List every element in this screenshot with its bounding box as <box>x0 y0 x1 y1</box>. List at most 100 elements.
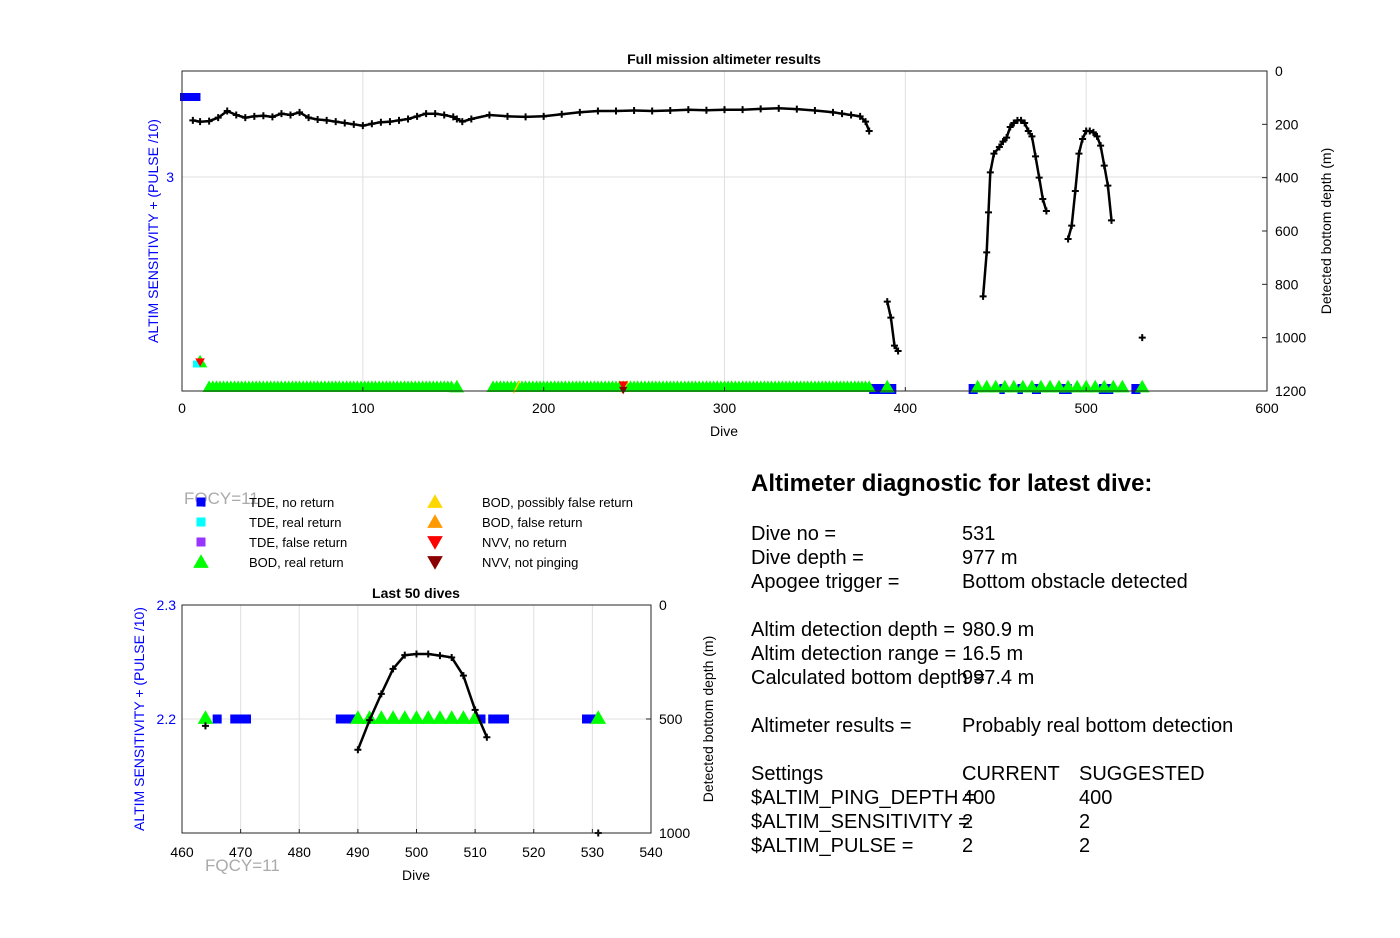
main-bod-real-return-marker <box>1069 379 1085 393</box>
main-bod-real-return-marker <box>979 379 994 393</box>
altim-detection-depth-value: 980.9 m <box>962 619 1035 641</box>
main-bottom-depth-point <box>1086 127 1094 135</box>
main-y2-tick-label: 400 <box>1275 170 1299 186</box>
main-bottom-depth-point <box>241 114 249 122</box>
main-bottom-depth-point <box>395 116 403 124</box>
main-bottom-depth-point <box>323 116 331 124</box>
main-bottom-depth-point <box>721 106 728 114</box>
main-x-tick-label: 500 <box>1074 400 1098 416</box>
legend-entry-label: TDE, false return <box>249 535 347 550</box>
settings-header-current: CURRENT <box>962 763 1060 785</box>
main-y2-ticks: 0 200 400 600 800 1000 1200 <box>1262 63 1306 399</box>
small-bod-real-return-marker <box>385 710 401 724</box>
small-tde-no-return-marker <box>236 714 246 724</box>
legend-entry-label: TDE, no return <box>249 495 334 510</box>
small-y-axis-label: ALTIM SENSITIVITY + (PULSE /10) <box>131 607 147 831</box>
small-bottom-depth-point <box>377 690 385 698</box>
small-tde-no-return-marker <box>347 714 357 724</box>
main-bottom-depth-point <box>1024 127 1032 135</box>
ping-depth-suggested: 400 <box>1079 787 1113 809</box>
legend-tde-no-return-icon <box>196 497 206 507</box>
main-bod-real-return-marker <box>1097 379 1112 393</box>
sensitivity-suggested: 2 <box>1079 811 1091 833</box>
ping-depth-current: 400 <box>962 787 996 809</box>
small-bod-real-return-marker <box>350 710 366 724</box>
small-y2-tick-label: 0 <box>659 597 667 613</box>
main-bottom-depth-point <box>856 112 864 120</box>
main-bottom-depth-point <box>594 107 602 115</box>
small-bottom-depth-point <box>201 722 209 730</box>
main-bottom-depth-point <box>979 292 987 300</box>
dive-depth-value: 977 m <box>962 547 1018 569</box>
small-y-tick-label: 2.3 <box>157 597 177 613</box>
main-bod-real-return-marker <box>1106 379 1121 393</box>
small-marks <box>197 650 607 837</box>
main-bottom-depth-point <box>1097 142 1105 150</box>
main-bottom-depth-point <box>890 342 898 350</box>
main-bottom-depth-line <box>981 119 1048 297</box>
main-bod-real-return-marker <box>1033 379 1049 393</box>
apogee-trigger-label: Apogee trigger = <box>751 571 900 593</box>
main-tde-real-return-marker <box>192 360 200 368</box>
small-chart: Last 50 dives 460 470 480 490 500 510 520 530 54… <box>131 585 716 883</box>
diagnostic-title: Altimeter diagnostic for latest dive: <box>751 470 1153 497</box>
main-bottom-depth-point <box>775 104 783 112</box>
main-bottom-depth-point <box>983 248 991 256</box>
settings-header-suggested: SUGGESTED <box>1079 763 1205 785</box>
main-bottom-depth-point <box>1035 174 1043 182</box>
main-bottom-depth-point <box>630 106 638 114</box>
legend-entry-label: BOD, possibly false return <box>482 495 633 510</box>
main-bottom-depth-point <box>504 112 511 120</box>
small-bottom-depth-line <box>356 652 489 751</box>
main-bottom-depth-point <box>232 111 240 119</box>
pulse-current: 2 <box>962 835 974 857</box>
main-bod-real-return-marker <box>1060 379 1076 393</box>
main-bottom-depth-point <box>702 106 710 114</box>
main-bottom-depth-point <box>386 118 394 126</box>
small-tde-no-return-marker <box>341 714 351 724</box>
small-bottom-depth-point <box>436 652 444 660</box>
dive-no-value: 531 <box>962 523 996 545</box>
main-bottom-depth-point <box>1003 134 1011 142</box>
main-chart: Full mission altimeter results 0 100 200 30… <box>145 51 1334 439</box>
main-bottom-depth-point <box>576 108 584 116</box>
main-y-tick-label: 3 <box>166 169 174 185</box>
main-tde-no-return-marker <box>180 93 201 101</box>
main-bottom-depth-point <box>1093 132 1101 140</box>
main-bottom-depth-line <box>886 301 900 352</box>
main-nvv-no-return-marker <box>618 381 629 390</box>
small-tde-no-return-marker <box>488 714 498 724</box>
main-bottom-depth-point <box>350 120 358 128</box>
small-tde-no-return-marker <box>212 714 222 724</box>
small-x-tick-label: 490 <box>346 844 370 860</box>
main-y2-tick-label: 1200 <box>1275 383 1306 399</box>
main-bottom-depth-point <box>359 122 367 130</box>
main-bottom-depth-point <box>999 138 1007 146</box>
main-bottom-depth-point <box>1010 119 1018 127</box>
main-bod-real-return-marker <box>1135 379 1150 393</box>
main-bottom-depth-point <box>268 113 276 121</box>
main-bottom-depth-point <box>862 118 870 126</box>
main-bottom-depth-point <box>1071 187 1079 195</box>
main-bottom-depth-point <box>1075 150 1083 158</box>
small-bod-real-return-marker <box>396 710 413 724</box>
main-y2-tick-label: 1000 <box>1275 330 1306 346</box>
main-x-tick-label: 200 <box>532 400 556 416</box>
small-bottom-depth-point <box>424 650 432 658</box>
small-tde-no-return-marker <box>494 714 504 724</box>
main-bottom-depth-point <box>296 108 304 116</box>
small-tde-no-return-marker <box>587 714 597 724</box>
main-bottom-depth-point <box>995 143 1003 151</box>
main-bottom-depth-point <box>522 113 530 121</box>
main-bod-real-return-marker <box>988 379 1003 393</box>
small-bottom-depth-point <box>354 746 362 754</box>
main-bottom-depth-point <box>449 113 457 121</box>
ping-depth-label: $ALTIM_PING_DEPTH = <box>751 787 976 809</box>
main-x-ticks: 0 100 200 300 400 500 600 <box>178 387 1279 416</box>
main-bottom-depth-point <box>1028 132 1036 140</box>
calculated-bottom-depth-label: Calculated bottom depth = <box>751 667 986 689</box>
main-bottom-depth-point <box>540 112 548 120</box>
main-bottom-depth-point <box>847 111 855 119</box>
main-x-tick-label: 0 <box>178 400 186 416</box>
